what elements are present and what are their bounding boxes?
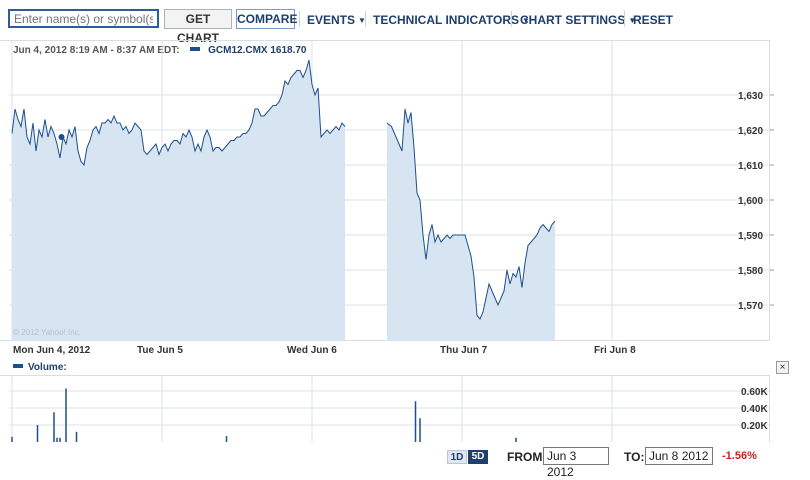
toolbar-divider xyxy=(299,11,300,27)
range-5d-button[interactable]: 5D xyxy=(468,450,488,464)
caret-down-icon: ▼ xyxy=(358,16,366,25)
x-tick-label: Wed Jun 6 xyxy=(287,345,337,356)
compare-button[interactable]: COMPARE xyxy=(236,9,297,29)
symbol-input[interactable] xyxy=(8,9,159,28)
chart-settings-label: CHART SETTINGS xyxy=(520,13,626,27)
chart-settings-menu[interactable]: CHART SETTINGS ▼ xyxy=(520,13,636,27)
series-legend-label: GCM12.CMX 1618.70 xyxy=(208,45,307,56)
copyright-text: © 2012 Yahoo! Inc. xyxy=(13,328,81,337)
toolbar-divider xyxy=(624,11,625,27)
toolbar-divider xyxy=(511,11,512,27)
x-tick-label: Fri Jun 8 xyxy=(594,345,636,356)
chart-toolbar: GET CHART COMPARE EVENTS▼ TECHNICAL INDI… xyxy=(0,0,810,45)
chart-header: Jun 4, 2012 8:19 AM - 8:37 AM EDT: GCM12… xyxy=(13,45,307,56)
close-volume-button[interactable]: × xyxy=(776,361,789,374)
technical-indicators-label: TECHNICAL INDICATORS xyxy=(373,13,520,27)
volume-swatch xyxy=(13,364,23,368)
volume-label: Volume: xyxy=(28,362,67,373)
volume-frame xyxy=(0,375,770,442)
x-tick-label: Mon Jun 4, 2012 xyxy=(13,345,91,356)
from-label: FROM: xyxy=(507,450,547,464)
to-label: TO: xyxy=(624,450,645,464)
technical-indicators-menu[interactable]: TECHNICAL INDICATORS ▼ xyxy=(373,13,530,27)
time-range-text: Jun 4, 2012 8:19 AM - 8:37 AM EDT: xyxy=(13,45,180,56)
x-tick-label: Thu Jun 7 xyxy=(440,345,488,356)
price-chart-frame xyxy=(0,40,770,341)
to-date-input[interactable]: Jun 8 2012 xyxy=(645,447,713,465)
get-chart-button[interactable]: GET CHART xyxy=(164,9,232,45)
caret-down-icon: ▼ xyxy=(628,16,637,25)
x-tick-label: Tue Jun 5 xyxy=(137,345,183,356)
events-label: EVENTS xyxy=(307,13,356,27)
toolbar-divider xyxy=(365,11,366,27)
volume-header: Volume: xyxy=(13,362,67,373)
range-1d-button[interactable]: 1D xyxy=(447,450,467,464)
percent-change: -1.56% xyxy=(722,450,757,462)
reset-button[interactable]: RESET xyxy=(633,13,674,27)
from-date-input[interactable]: Jun 3 2012 xyxy=(543,447,609,479)
caret-down-icon: ▼ xyxy=(522,16,530,25)
events-menu[interactable]: EVENTS ▼ xyxy=(307,13,366,27)
series-swatch xyxy=(190,47,201,51)
